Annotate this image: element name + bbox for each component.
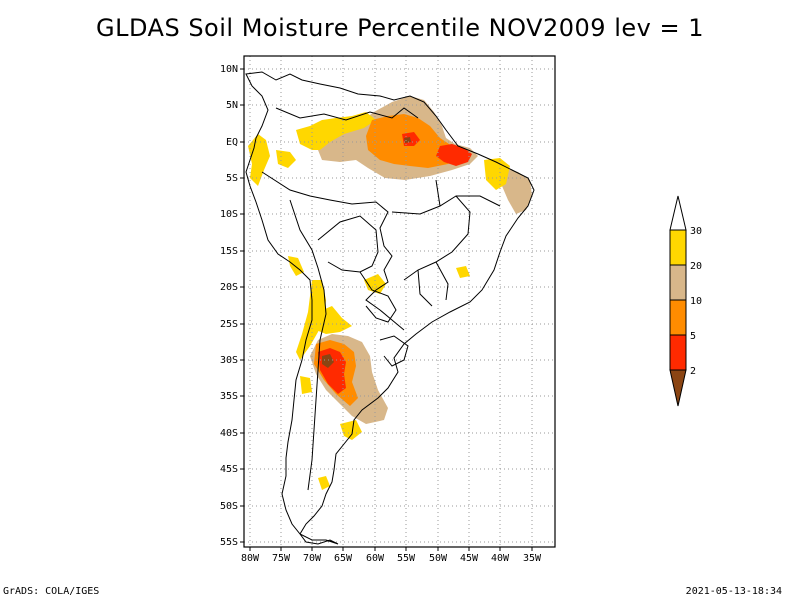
lat-label-5s: 5S xyxy=(226,173,238,184)
border-brazil-states xyxy=(391,179,501,307)
map-frame xyxy=(243,55,556,548)
lat-label-40s: 40S xyxy=(220,428,238,439)
coastlines xyxy=(245,71,535,545)
legend-label-10: 10 xyxy=(690,296,702,307)
region-bolivia-yellow xyxy=(288,256,304,276)
border-bolivia xyxy=(317,215,379,273)
lon-label-55w: 55W xyxy=(397,553,416,564)
lon-label-80w: 80W xyxy=(241,553,260,564)
lon-label-40w: 40W xyxy=(491,553,510,564)
region-northeast-tan xyxy=(502,168,532,214)
border-amazon xyxy=(261,171,405,331)
lat-label-25s: 25S xyxy=(220,319,238,330)
border-andes xyxy=(289,199,327,491)
border-paraguay xyxy=(359,271,397,323)
lat-label-eq: EQ xyxy=(226,137,238,148)
lat-label-10n: 10N xyxy=(220,64,238,75)
lon-label-45w: 45W xyxy=(460,553,479,564)
region-north-red xyxy=(436,144,472,166)
legend-swatch-10-20 xyxy=(669,264,687,301)
lat-label-5n: 5N xyxy=(226,100,238,111)
color-legend: 30 20 10 5 2 xyxy=(669,195,702,407)
region-ecuador-yellow xyxy=(248,134,270,186)
legend-arrow-top xyxy=(669,195,687,231)
footer-timestamp: 2021-05-13-18:34 xyxy=(685,586,782,597)
continent-outline xyxy=(245,71,535,545)
region-north-yellow xyxy=(296,112,376,150)
grid-lines xyxy=(240,56,555,551)
legend-swatch-20-30 xyxy=(669,229,687,266)
region-argentina-brown xyxy=(322,354,334,368)
region-argentina-yellow xyxy=(316,306,352,334)
lon-axis: 80W 75W 70W 65W 60W 55W 50W 45W 40W 35W xyxy=(241,553,542,564)
lon-label-75w: 75W xyxy=(272,553,291,564)
lat-label-10s: 10S xyxy=(220,209,238,220)
legend-label-30: 30 xyxy=(690,226,702,237)
lat-axis: 10N 5N EQ 5S 10S 15S 20S 25S 30S 35S 40S… xyxy=(220,64,238,548)
lon-label-60w: 60W xyxy=(366,553,385,564)
legend-arrow-bottom xyxy=(669,369,687,407)
map-title: GLDAS Soil Moisture Percentile NOV2009 l… xyxy=(96,14,704,42)
lon-label-35w: 35W xyxy=(523,553,542,564)
border-north xyxy=(275,107,419,121)
region-east-yellow xyxy=(456,266,470,278)
footer-credit: GrADS: COLA/IGES xyxy=(3,586,100,597)
percentile-regions xyxy=(248,96,532,490)
lat-label-55s: 55S xyxy=(220,537,238,548)
region-peru-yellow xyxy=(276,150,296,168)
legend-label-2: 2 xyxy=(690,366,696,377)
legend-label-20: 20 xyxy=(690,261,702,272)
legend-swatch-2-5 xyxy=(669,334,687,371)
region-pampas-yellow xyxy=(340,420,362,440)
lat-label-30s: 30S xyxy=(220,355,238,366)
lon-label-70w: 70W xyxy=(303,553,322,564)
lat-label-20s: 20S xyxy=(220,282,238,293)
lon-label-65w: 65W xyxy=(334,553,353,564)
region-chile-yellow xyxy=(296,280,326,360)
region-chile-south-yellow xyxy=(300,376,312,394)
lon-label-50w: 50W xyxy=(429,553,448,564)
region-north-brown xyxy=(404,137,411,143)
legend-swatch-5-10 xyxy=(669,299,687,336)
border-uruguay xyxy=(379,335,409,367)
lat-label-15s: 15S xyxy=(220,246,238,257)
region-patagonia-yellow xyxy=(318,476,330,490)
lat-label-45s: 45S xyxy=(220,464,238,475)
lat-label-50s: 50S xyxy=(220,501,238,512)
lat-label-35s: 35S xyxy=(220,391,238,402)
legend-label-5: 5 xyxy=(690,331,696,342)
